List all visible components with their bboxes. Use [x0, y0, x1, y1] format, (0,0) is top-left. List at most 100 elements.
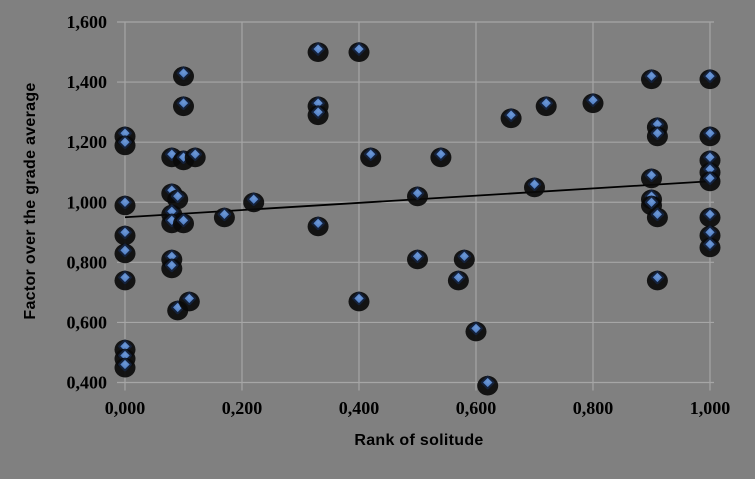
data-point — [641, 168, 662, 189]
point-diamond-icon — [118, 195, 132, 210]
x-tick-label: 1,000 — [690, 398, 731, 418]
point-diamond-icon — [352, 291, 366, 306]
point-diamond-icon — [118, 135, 132, 149]
point-diamond-icon — [703, 237, 717, 252]
data-point — [524, 177, 545, 198]
data-point — [646, 126, 668, 147]
data-point — [699, 207, 721, 228]
point-diamond-icon — [650, 270, 665, 285]
data-point — [430, 147, 452, 168]
data-point — [453, 249, 475, 270]
data-point — [465, 321, 487, 342]
data-point — [114, 270, 136, 291]
point-diamond-icon — [176, 66, 191, 80]
y-tick-label: 1,000 — [67, 192, 108, 212]
y-tick-label: 1,600 — [67, 12, 108, 32]
data-point — [213, 207, 235, 228]
point-diamond-icon — [586, 93, 600, 107]
x-tick-label: 0,400 — [339, 398, 380, 418]
x-tick-label: 0,000 — [105, 398, 146, 418]
x-tick-label: 0,200 — [222, 398, 263, 418]
point-diamond-icon — [457, 249, 472, 264]
point-diamond-icon — [182, 291, 197, 306]
data-point — [699, 237, 721, 258]
data-point — [167, 189, 189, 210]
data-point — [173, 96, 194, 117]
point-diamond-icon — [650, 207, 665, 222]
point-diamond-icon — [480, 375, 495, 390]
data-point — [173, 66, 194, 87]
point-diamond-icon — [703, 225, 717, 240]
data-point — [307, 216, 329, 237]
point-diamond-icon — [703, 207, 717, 222]
point-diamond-icon — [118, 243, 132, 258]
data-point — [307, 42, 329, 62]
point-diamond-icon — [410, 249, 425, 264]
data-point — [173, 213, 194, 234]
point-diamond-icon — [644, 195, 659, 210]
y-tick-label: 0,600 — [67, 312, 108, 332]
y-tick-label: 1,200 — [67, 132, 108, 152]
point-diamond-icon — [703, 150, 717, 164]
point-diamond-icon — [352, 42, 366, 56]
point-diamond-icon — [703, 69, 717, 83]
y-tick-label: 0,800 — [67, 252, 108, 272]
point-diamond-icon — [703, 126, 717, 140]
data-point — [447, 270, 469, 291]
data-point — [114, 243, 136, 264]
point-diamond-icon — [176, 96, 191, 110]
data-point — [114, 195, 136, 216]
y-tick-label: 1,400 — [67, 72, 108, 92]
data-point — [500, 108, 522, 129]
data-point — [535, 96, 557, 117]
data-point — [243, 192, 265, 213]
point-diamond-icon — [118, 357, 132, 372]
point-diamond-icon — [246, 192, 261, 206]
point-diamond-icon — [118, 225, 132, 240]
point-diamond-icon — [644, 168, 659, 182]
point-diamond-icon — [311, 42, 325, 56]
point-diamond-icon — [188, 147, 202, 161]
data-point — [646, 270, 668, 291]
data-point — [348, 291, 370, 312]
data-point — [699, 171, 721, 192]
data-point — [178, 291, 200, 312]
data-point — [582, 93, 604, 114]
data-point — [407, 249, 428, 270]
data-point — [114, 357, 136, 378]
point-diamond-icon — [451, 270, 466, 285]
point-diamond-icon — [504, 108, 518, 122]
point-diamond-icon — [527, 177, 542, 191]
point-diamond-icon — [176, 213, 191, 228]
x-tick-label: 0,600 — [456, 398, 497, 418]
x-tick-label: 0,800 — [573, 398, 614, 418]
data-point — [646, 207, 668, 228]
data-point — [307, 105, 329, 126]
point-diamond-icon — [170, 189, 185, 203]
data-point — [641, 69, 662, 90]
y-tick-label: 0,400 — [67, 373, 108, 393]
point-diamond-icon — [644, 69, 659, 83]
data-point — [114, 135, 136, 156]
point-diamond-icon — [469, 321, 483, 336]
point-diamond-icon — [363, 147, 378, 161]
point-diamond-icon — [650, 126, 665, 140]
data-point — [184, 147, 206, 168]
point-diamond-icon — [539, 96, 553, 110]
point-diamond-icon — [118, 270, 132, 285]
data-point — [114, 225, 136, 246]
point-diamond-icon — [311, 216, 325, 231]
data-point — [699, 69, 721, 90]
data-point — [699, 126, 721, 147]
point-diamond-icon — [217, 207, 232, 222]
point-diamond-icon — [703, 171, 717, 185]
data-point — [477, 375, 499, 396]
point-diamond-icon — [165, 258, 179, 273]
point-diamond-icon — [311, 105, 325, 119]
point-diamond-icon — [434, 147, 448, 161]
data-point — [407, 186, 428, 207]
point-diamond-icon — [410, 186, 425, 200]
data-point — [360, 147, 382, 168]
